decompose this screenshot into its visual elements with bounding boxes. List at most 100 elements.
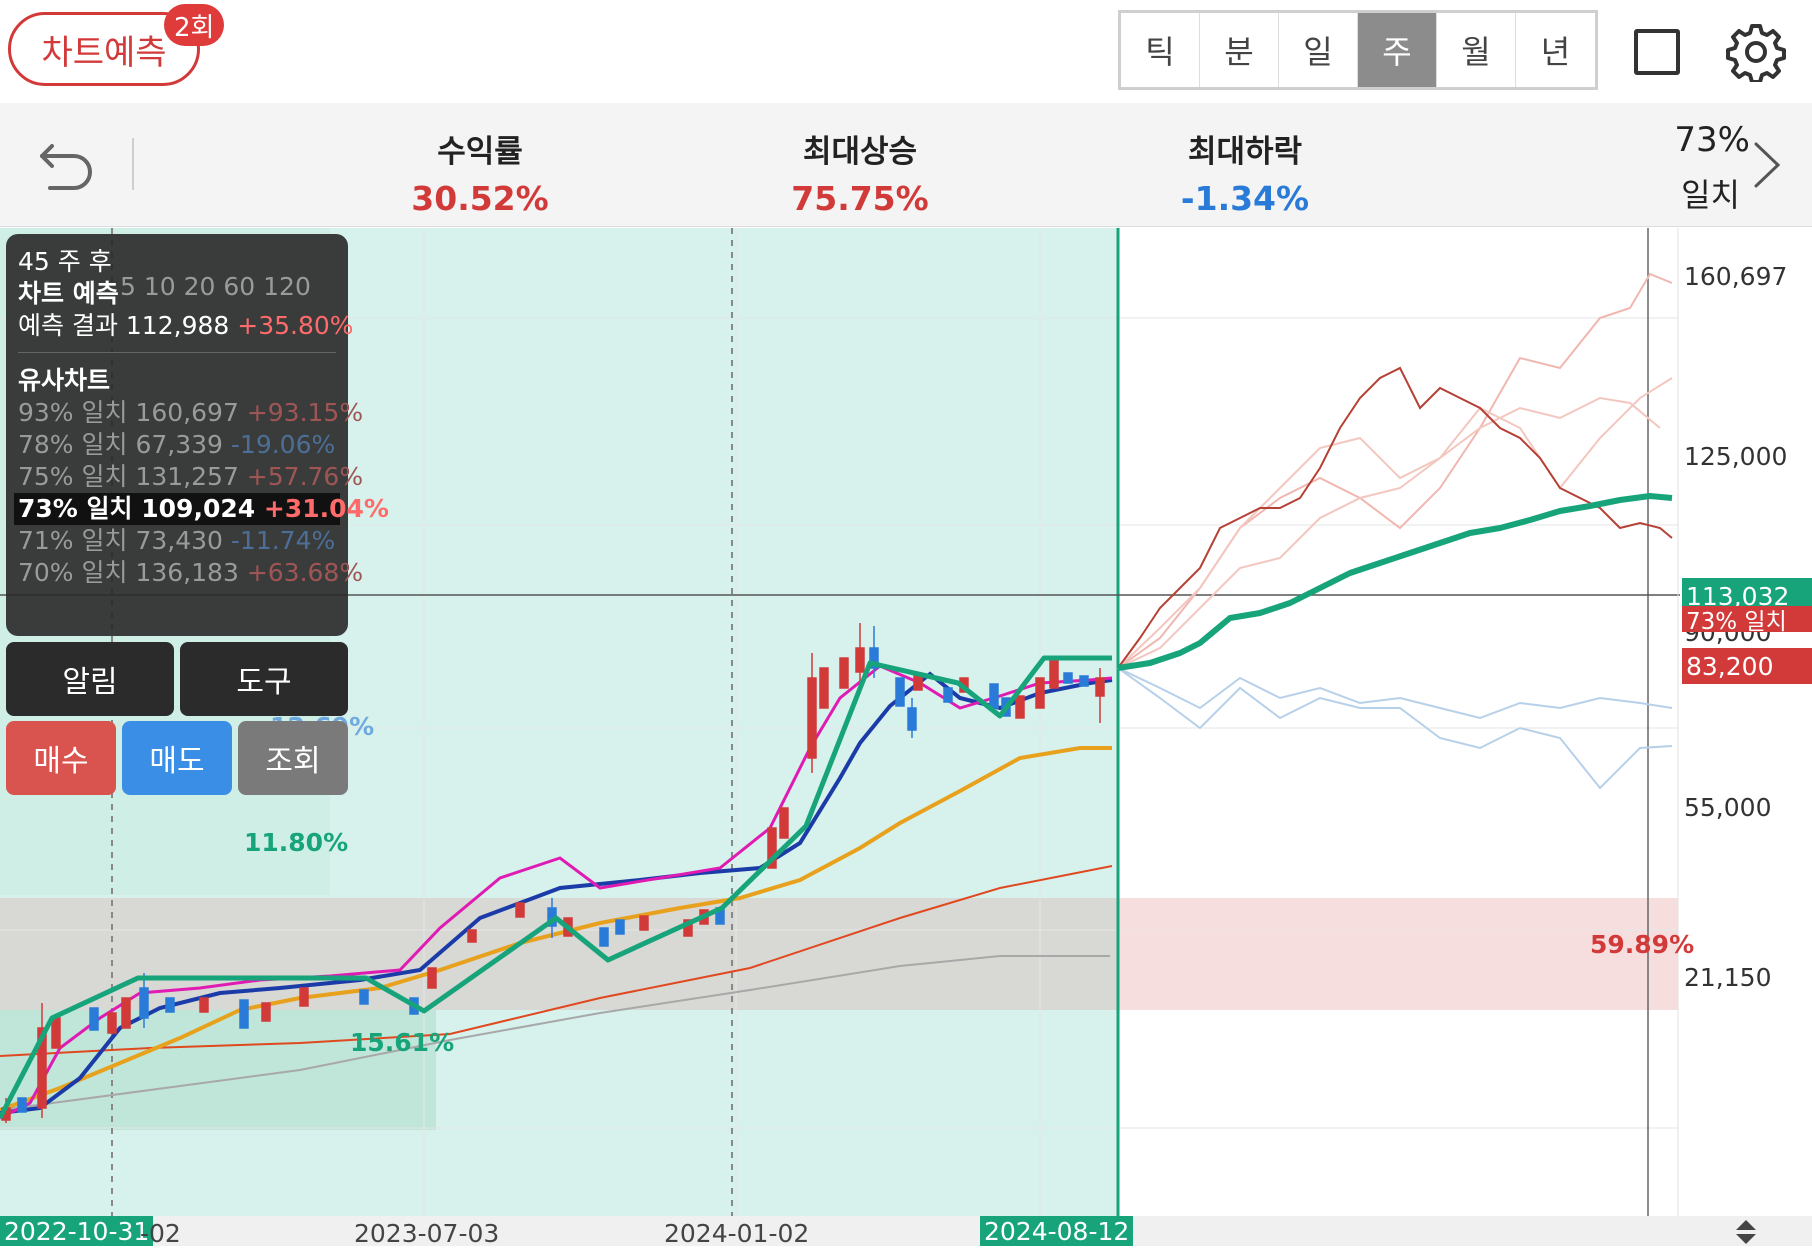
similar-change: +57.76% [246, 462, 364, 491]
similar-price: 109,024 [141, 494, 256, 523]
ma-legend-item: 10 [143, 272, 176, 301]
pct-label-red: 59.89% [1590, 930, 1695, 959]
similar-label: 93% 일치 [18, 398, 128, 427]
forecast-label: 예측 결과 [18, 311, 118, 340]
tab-year[interactable]: 년 [1516, 13, 1595, 87]
max-down-stat: 최대하락 -1.34% [1165, 126, 1325, 218]
inquiry-button[interactable]: 조회 [238, 721, 348, 795]
price-tick-2: 125,000 [1684, 442, 1788, 471]
inquiry-label: 조회 [265, 744, 321, 779]
similar-label: 71% 일치 [18, 526, 128, 555]
x-start-tag: 2022-10-31 [0, 1216, 154, 1246]
ma60-line [0, 865, 1113, 1057]
match-label: 일치 [1681, 176, 1740, 214]
left-pattern-box-lower [0, 1010, 436, 1130]
tab-day[interactable]: 일 [1279, 13, 1358, 87]
x-label: 2023-07-03 [354, 1219, 500, 1248]
price-tick-5: 21,150 [1684, 963, 1772, 992]
similar-row[interactable]: 71% 일치 73,430 -11.74% [18, 525, 336, 557]
max-down-value: -1.34% [1180, 179, 1310, 218]
ma-legend-item: 60 [223, 272, 256, 301]
weeks-after: 45 주 후 [18, 247, 112, 276]
buy-label: 매수 [33, 744, 89, 779]
tab-tick[interactable]: 틱 [1121, 13, 1200, 87]
similar-row[interactable]: 93% 일치 160,697 +93.15% [18, 397, 363, 429]
tab-minute[interactable]: 분 [1200, 13, 1279, 87]
forecast-title: 차트 예측 [18, 279, 119, 308]
gray-range-box [0, 898, 1118, 1010]
ma120-line [0, 955, 1110, 1111]
forecast-line [1117, 493, 1673, 671]
scroll-handle-icon[interactable] [1734, 1218, 1758, 1246]
x-label: -02 [140, 1219, 181, 1248]
tools-button[interactable]: 도구 [180, 642, 348, 716]
similar-change: +93.15% [246, 398, 364, 427]
similar-change: -19.06% [230, 430, 336, 459]
x-axis [0, 1216, 1812, 1246]
prediction-info-panel: 45 주 후 차트 예측 예측 결과 112,988 +35.80% 유사차트 … [6, 234, 389, 636]
top-bar: 차트예측 2회 틱 분 일 주 월 년 [0, 0, 1812, 103]
similar-78-line [1117, 667, 1673, 790]
fullscreen-square-icon[interactable] [1634, 29, 1680, 75]
gear-icon[interactable] [1726, 22, 1786, 82]
similar-price: 136,183 [135, 558, 239, 587]
sell-button[interactable]: 매도 [122, 721, 232, 795]
ma-legend: 5 10 20 60 120 [120, 272, 311, 301]
similar-row-selected[interactable]: 73% 일치 109,024 +31.04% [14, 493, 389, 525]
pattern-zigzag-line [0, 655, 1112, 1120]
similar-row[interactable]: 78% 일치 67,339 -19.06% [18, 429, 336, 461]
similar-label: 70% 일치 [18, 558, 128, 587]
similar-label: 78% 일치 [18, 430, 128, 459]
undo-icon[interactable] [38, 138, 94, 192]
similar-price: 67,339 [135, 430, 223, 459]
similar-title: 유사차트 [18, 366, 111, 395]
similar-price: 73,430 [135, 526, 223, 555]
similar-70-line [1117, 377, 1673, 669]
match-price-tag: 73% 일치 [1682, 606, 1812, 635]
tab-week[interactable]: 주 [1358, 13, 1437, 87]
return-value: 30.52% [411, 179, 549, 218]
similar-change: +31.04% [263, 494, 389, 523]
red-range-box [1118, 898, 1678, 1010]
ma20-line [0, 746, 1112, 1112]
similar-75-line [1117, 396, 1661, 669]
ma-legend-item: 120 [263, 272, 311, 301]
tools-label: 도구 [236, 665, 292, 700]
similar-change: +63.68% [246, 558, 364, 587]
similar-93-line [1117, 272, 1673, 669]
x-end-tag: 2024-08-12 [980, 1216, 1134, 1246]
return-label: 수익률 [437, 134, 523, 170]
buy-button[interactable]: 매수 [6, 721, 116, 795]
x-label: 2024-01-02 [664, 1219, 810, 1248]
chevron-right-icon[interactable] [1750, 138, 1784, 192]
stats-bar [0, 103, 1812, 227]
tab-month[interactable]: 월 [1437, 13, 1516, 87]
pct-label-green-2: 15.61% [350, 1028, 455, 1057]
return-stat: 수익률 30.52% [400, 126, 560, 218]
panel-divider [18, 352, 336, 353]
sell-label: 매도 [149, 744, 205, 779]
alarm-label: 알림 [62, 665, 118, 700]
similar-73-line [1117, 366, 1673, 669]
forecast-price: 112,988 [125, 311, 230, 340]
last-price-tag: 83,200 [1682, 648, 1812, 684]
max-up-value: 75.75% [791, 179, 929, 218]
max-up-label: 최대상승 [802, 134, 918, 170]
max-up-stat: 최대상승 75.75% [780, 126, 940, 218]
alarm-button[interactable]: 알림 [6, 642, 174, 716]
ma-legend-item: 20 [183, 272, 216, 301]
similar-row[interactable]: 75% 일치 131,257 +57.76% [18, 461, 363, 493]
pct-label-green-1: 11.80% [244, 828, 349, 857]
chart-predict-label: 차트예측 [41, 32, 167, 73]
similar-price: 131,257 [135, 462, 239, 491]
similar-price: 160,697 [135, 398, 239, 427]
predict-count-badge: 2회 [164, 4, 225, 46]
stats-divider [132, 138, 134, 190]
price-tick-1: 160,697 [1684, 262, 1788, 291]
max-down-label: 최대하락 [1187, 134, 1303, 170]
ma-legend-item: 5 [120, 272, 136, 301]
match-percent: 73% [1674, 120, 1750, 160]
similar-change: -11.74% [230, 526, 336, 555]
similar-71-line [1117, 667, 1673, 720]
similar-row[interactable]: 70% 일치 136,183 +63.68% [18, 557, 363, 589]
